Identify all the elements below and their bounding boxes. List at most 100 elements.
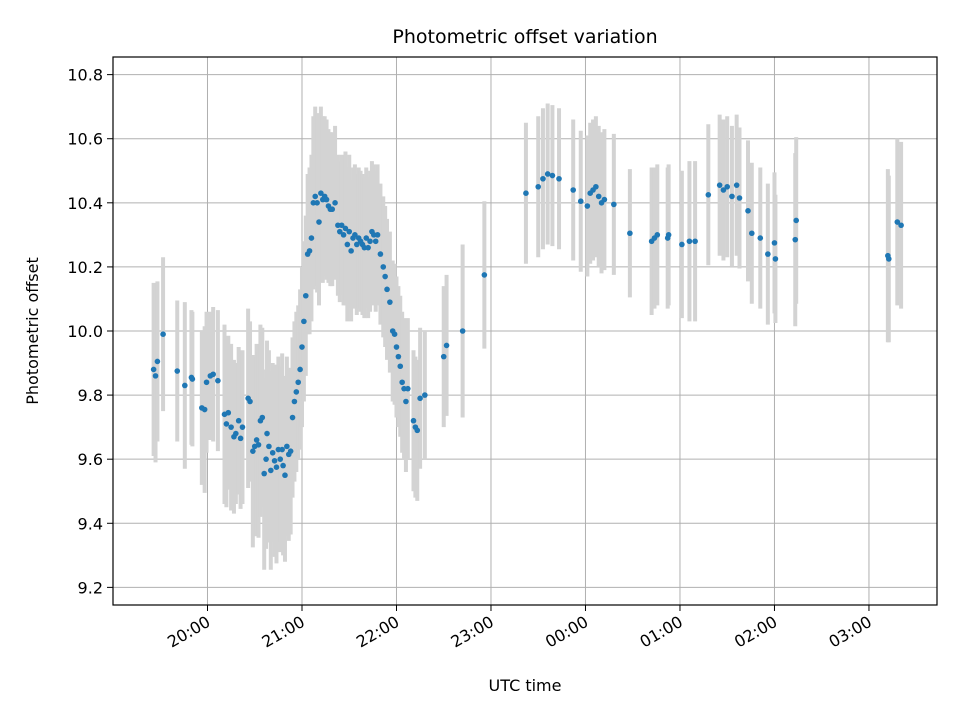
data-point [301,318,307,325]
data-point [443,342,450,349]
data-point [611,201,617,208]
data-point [765,251,771,257]
data-point [757,235,764,241]
data-point [269,449,276,456]
data-point [277,456,284,462]
data-point [556,175,562,182]
y-tick-label: 10.8 [67,66,103,85]
data-point [382,273,388,280]
data-point [593,183,599,190]
data-point [459,328,466,334]
y-tick-label: 9.6 [78,450,103,469]
data-point [152,373,159,379]
data-point [273,464,280,470]
data-point [299,344,305,350]
data-point [297,366,303,373]
data-point [481,272,488,278]
data-point [894,219,901,225]
data-point [380,264,387,270]
x-axis-title: UTC time [489,676,562,695]
data-point [235,417,242,424]
data-point [316,219,322,225]
data-point [577,198,584,205]
data-point [160,331,166,338]
data-point [414,427,421,434]
data-point [279,446,285,453]
data-point [733,182,740,188]
data-point [570,187,576,193]
data-point [377,251,384,257]
data-point [247,398,253,405]
data-point [237,435,244,442]
data-point [403,398,409,405]
data-point [595,193,602,200]
data-point [720,187,727,193]
data-point [372,238,379,245]
data-point [792,236,799,243]
data-point [686,238,693,245]
data-point [405,385,411,392]
data-point [886,256,892,262]
data-point [308,235,315,241]
data-point [340,232,347,238]
y-tick-label: 9.2 [78,578,103,597]
data-point [210,371,216,378]
data-point [395,353,402,360]
data-point [233,430,239,437]
data-point [223,421,230,427]
data-point [332,200,338,206]
data-point [263,456,269,462]
data-point [154,358,161,365]
data-point [352,232,358,238]
data-point [228,424,234,430]
y-tick-label: 10.4 [67,194,103,213]
y-tick-label: 10.0 [67,322,103,341]
data-point [342,225,349,232]
data-point [793,217,800,224]
data-point [716,182,723,188]
data-point [295,379,302,386]
data-point [346,228,353,235]
data-point [261,470,267,477]
data-point [344,241,351,248]
data-point [384,286,390,293]
data-point [544,171,551,177]
data-point [422,392,428,398]
data-point [306,248,313,254]
data-point [540,175,546,182]
data-point [771,240,778,246]
data-point [282,472,288,479]
data-point [284,443,290,450]
data-point [679,241,685,248]
data-point [584,203,591,209]
data-point [601,196,608,203]
data-point [729,193,735,200]
data-point [336,228,343,235]
data-point [312,193,319,200]
data-point [280,462,286,469]
y-tick-label: 10.2 [67,258,103,277]
data-point [348,248,354,254]
data-point [323,196,330,203]
y-tick-label: 9.8 [78,386,103,405]
data-point [724,183,731,190]
data-point [225,409,232,416]
data-point [174,368,181,374]
data-point [182,382,188,389]
data-point [705,192,712,198]
data-point [255,441,262,448]
data-point [397,363,404,370]
data-point [293,389,300,395]
data-point [736,195,743,201]
data-point [268,467,274,474]
data-point [189,376,196,382]
data-point [239,424,246,430]
data-point [266,443,272,450]
data-point [399,379,405,386]
data-point [201,406,208,413]
data-point [289,414,296,421]
data-point [353,241,360,248]
data-point [253,437,260,443]
data-point [665,232,672,238]
y-tick-label: 9.4 [78,514,103,533]
